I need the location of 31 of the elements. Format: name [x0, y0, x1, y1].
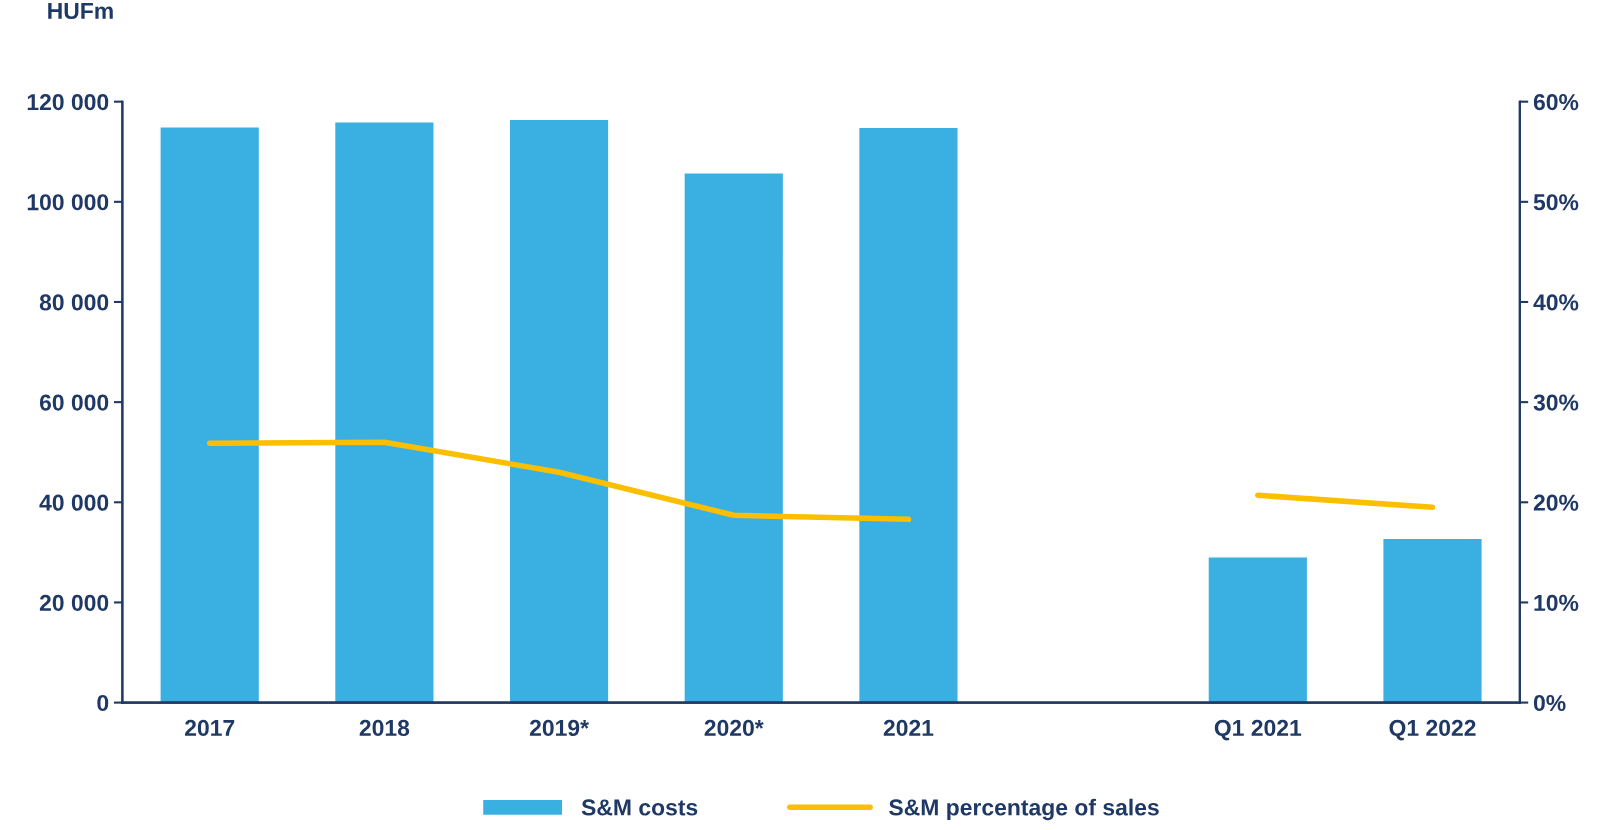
- x-tick-label: 2019*: [529, 719, 589, 737]
- bar: [159, 126, 261, 703]
- y-tick-label: 40 000: [39, 494, 109, 511]
- y2-tick-label: 40%: [1533, 294, 1579, 311]
- x-tick-label: 2017: [185, 719, 235, 737]
- y-tick-label: 120 000: [27, 93, 109, 111]
- legend-label: S&M percentage of sales: [889, 798, 1159, 821]
- bar: [857, 126, 959, 703]
- y-tick-label: 100 000: [27, 194, 109, 211]
- y-tick-label: 80 000: [39, 294, 109, 311]
- y2-tick-label: 50%: [1533, 194, 1579, 211]
- x-tick-label: 2020*: [704, 719, 764, 737]
- x-tick-label: 2021: [883, 719, 934, 737]
- y2-tick-label: 30%: [1533, 394, 1579, 411]
- bar: [1382, 537, 1483, 703]
- x-tick-label: Q1 2021: [1214, 719, 1302, 741]
- bar: [333, 121, 435, 703]
- y2-tick-label: 60%: [1533, 93, 1579, 111]
- legend-label: S&M costs: [581, 799, 698, 816]
- x-tick-label: Q1 2022: [1389, 719, 1476, 741]
- y-tick-label: 0: [97, 694, 109, 712]
- y2-tick-label: 10%: [1534, 594, 1579, 611]
- x-tick-label: 2018: [359, 719, 410, 737]
- bar: [683, 172, 785, 703]
- y2-tick-label: 20%: [1533, 494, 1579, 511]
- y-tick-label: 60 000: [39, 394, 109, 411]
- bar: [1207, 556, 1309, 703]
- y-tick-label: 20 000: [39, 594, 109, 611]
- y-axis-title: HUFm: [48, 3, 113, 20]
- y2-tick-label: 0%: [1533, 694, 1566, 712]
- bar: [508, 118, 610, 703]
